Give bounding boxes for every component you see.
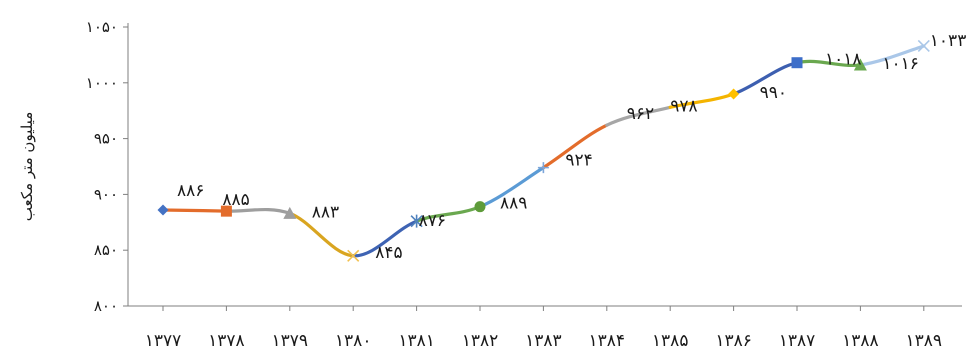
data-point-marker [220, 205, 232, 217]
data-label: ۸۸۹ [500, 194, 527, 214]
series-line-segment [858, 44, 926, 67]
x-tick-label: ۱۳۸۴ [589, 331, 626, 351]
data-point-marker [474, 201, 486, 213]
x-tick-label: ۱۳۷۷ [145, 331, 182, 351]
y-tick-label: ۹۵۰ [94, 130, 118, 148]
x-tick-label: ۱۳۸۰ [335, 331, 372, 351]
data-label: ۸۸۶ [177, 181, 204, 201]
x-tick-label: ۱۳۸۸ [842, 331, 879, 351]
series-line-segment [415, 205, 482, 223]
series-line-segment [541, 123, 609, 170]
data-label: ۸۸۳ [312, 202, 339, 222]
y-tick-label: ۸۵۰ [94, 241, 118, 259]
series-line-segment [668, 92, 736, 109]
data-point-marker [537, 162, 549, 174]
data-point-marker [791, 57, 803, 69]
series-line-segment [605, 105, 672, 127]
x-tick-label: ۱۳۸۷ [779, 331, 816, 351]
series-line-segment [161, 208, 228, 213]
x-tick-label: ۱۳۸۵ [652, 331, 689, 351]
x-tick-label: ۱۳۸۶ [715, 331, 752, 351]
series-line-segment [351, 219, 419, 258]
data-label: ۹۷۸ [670, 96, 697, 116]
series-line-segment [288, 211, 355, 258]
y-axis-title: میلیون متر مکعب [18, 112, 36, 221]
data-label: ۸۷۶ [419, 211, 446, 231]
data-label: ۹۲۴ [565, 151, 592, 171]
data-label: ۱۰۱۸ [825, 50, 862, 70]
x-tick-label: ۱۳۷۹ [272, 331, 309, 351]
data-label: ۱۰۳۳ [930, 31, 967, 51]
data-label: ۱۰۱۶ [882, 54, 919, 74]
data-point-marker [410, 214, 423, 228]
y-tick-label: ۱۰۵۰ [86, 18, 118, 36]
data-point-marker [917, 39, 930, 53]
series-line-segment [478, 166, 545, 209]
data-point-marker [283, 206, 297, 219]
data-point-marker [347, 249, 360, 262]
series-line-segment [732, 61, 799, 96]
data-label: ۸۸۵ [222, 190, 249, 210]
series-line-segment [795, 59, 862, 68]
y-tick-label: ۱۰۰۰ [86, 74, 118, 92]
x-tick-label: ۱۳۷۸ [208, 331, 245, 351]
x-tick-label: ۱۳۸۹ [906, 331, 943, 351]
x-tick-label: ۱۳۸۲ [462, 331, 499, 351]
data-point-marker [157, 204, 169, 216]
data-label: ۹۶۲ [627, 104, 654, 124]
y-tick-label: ۸۰۰ [94, 297, 118, 315]
x-tick-label: ۱۳۸۳ [525, 331, 562, 351]
x-tick-label: ۱۳۸۱ [398, 331, 435, 351]
data-label: ۸۴۵ [375, 243, 402, 263]
series-line-segment [224, 207, 292, 215]
y-tick-label: ۹۰۰ [94, 185, 118, 203]
data-point-marker [853, 58, 867, 71]
data-label: ۹۹۰ [760, 83, 787, 103]
data-point-marker [728, 88, 740, 100]
